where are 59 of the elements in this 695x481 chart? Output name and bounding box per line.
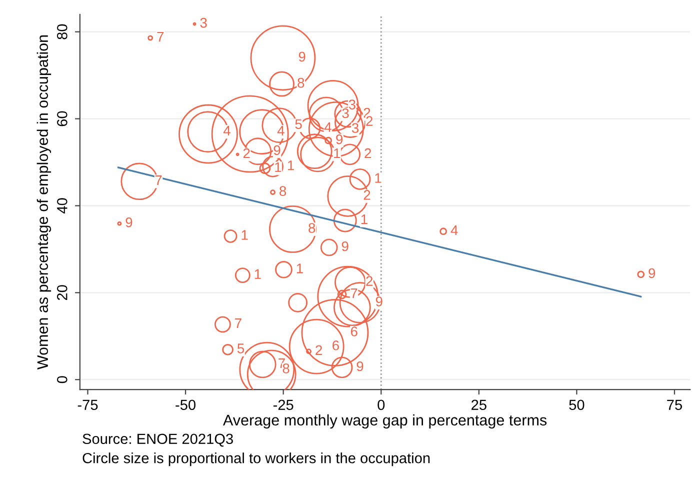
annotation: 1 (275, 162, 282, 172)
annotation: 9 (126, 217, 132, 228)
annotation: 1 (334, 148, 340, 158)
x-tick-label: 75 (667, 400, 682, 410)
x-tick-label: 50 (569, 400, 584, 410)
y-tick-label: 20 (56, 285, 68, 300)
annotation: 7 (157, 32, 164, 42)
annotation: 3 (352, 123, 359, 133)
y-tick-label: 0 (56, 376, 68, 384)
annotation: 8 (280, 186, 286, 196)
annotation: 2 (366, 276, 373, 286)
annotation: 4 (223, 126, 230, 136)
annotation: 3 (342, 108, 349, 118)
x-axis-title: Average monthly wage gap in percentage terms (223, 414, 547, 429)
text: Circle size is proportional to workers in the occupation (82, 452, 430, 466)
x-tick-label: 25 (472, 400, 486, 410)
y-axis-title: Women as percentage of employed in occupation (36, 35, 52, 370)
x-tick-label: 0 (378, 400, 385, 410)
annotation: 3 (348, 100, 356, 110)
annotation: 1 (375, 173, 382, 183)
annotation: 4 (324, 122, 332, 132)
annotation: 5 (237, 344, 244, 354)
annotation: 3 (200, 18, 207, 28)
annotation: 2 (364, 190, 370, 200)
annotation: 2 (316, 345, 322, 355)
annotation: 6 (332, 340, 339, 350)
annotation: 6 (350, 326, 358, 336)
annotation: 1 (361, 214, 368, 224)
annotation: 5 (295, 119, 302, 130)
annotation: 9 (376, 296, 382, 306)
y-tick-label: 40 (56, 198, 68, 214)
annotation: 4 (450, 225, 458, 235)
annotation: 7 (235, 318, 242, 328)
annotation: 9 (336, 134, 343, 144)
annotation: 2 (364, 148, 371, 158)
y-tick-label: 60 (56, 111, 68, 126)
annotation: 9 (648, 268, 656, 278)
annotation: 2 (243, 148, 250, 158)
annotation: 7 (278, 358, 285, 368)
annotation: 7 (155, 175, 162, 185)
annotation: 1 (242, 230, 248, 240)
annotation: 1 (296, 264, 303, 274)
x-tick-label: -50 (176, 400, 196, 410)
annotation: 8 (282, 364, 290, 374)
y-tick-label: 80 (56, 24, 68, 40)
annotation: 2 (366, 116, 373, 126)
annotation: 4 (277, 126, 284, 136)
annotation: 8 (308, 223, 316, 233)
x-tick-label: -25 (273, 400, 294, 410)
annotation: 9 (298, 52, 306, 62)
annotation: 8 (298, 78, 304, 88)
annotation: 1 (254, 269, 261, 279)
annotation: 9 (342, 241, 348, 252)
annotation: 7 (350, 288, 358, 298)
x-tick-label: -75 (78, 400, 98, 410)
source-note: Source: ENOE 2021Q3 (82, 434, 233, 447)
annotation: 9 (356, 361, 364, 372)
annotation: 1 (288, 160, 294, 170)
annotation: 9 (274, 145, 280, 156)
